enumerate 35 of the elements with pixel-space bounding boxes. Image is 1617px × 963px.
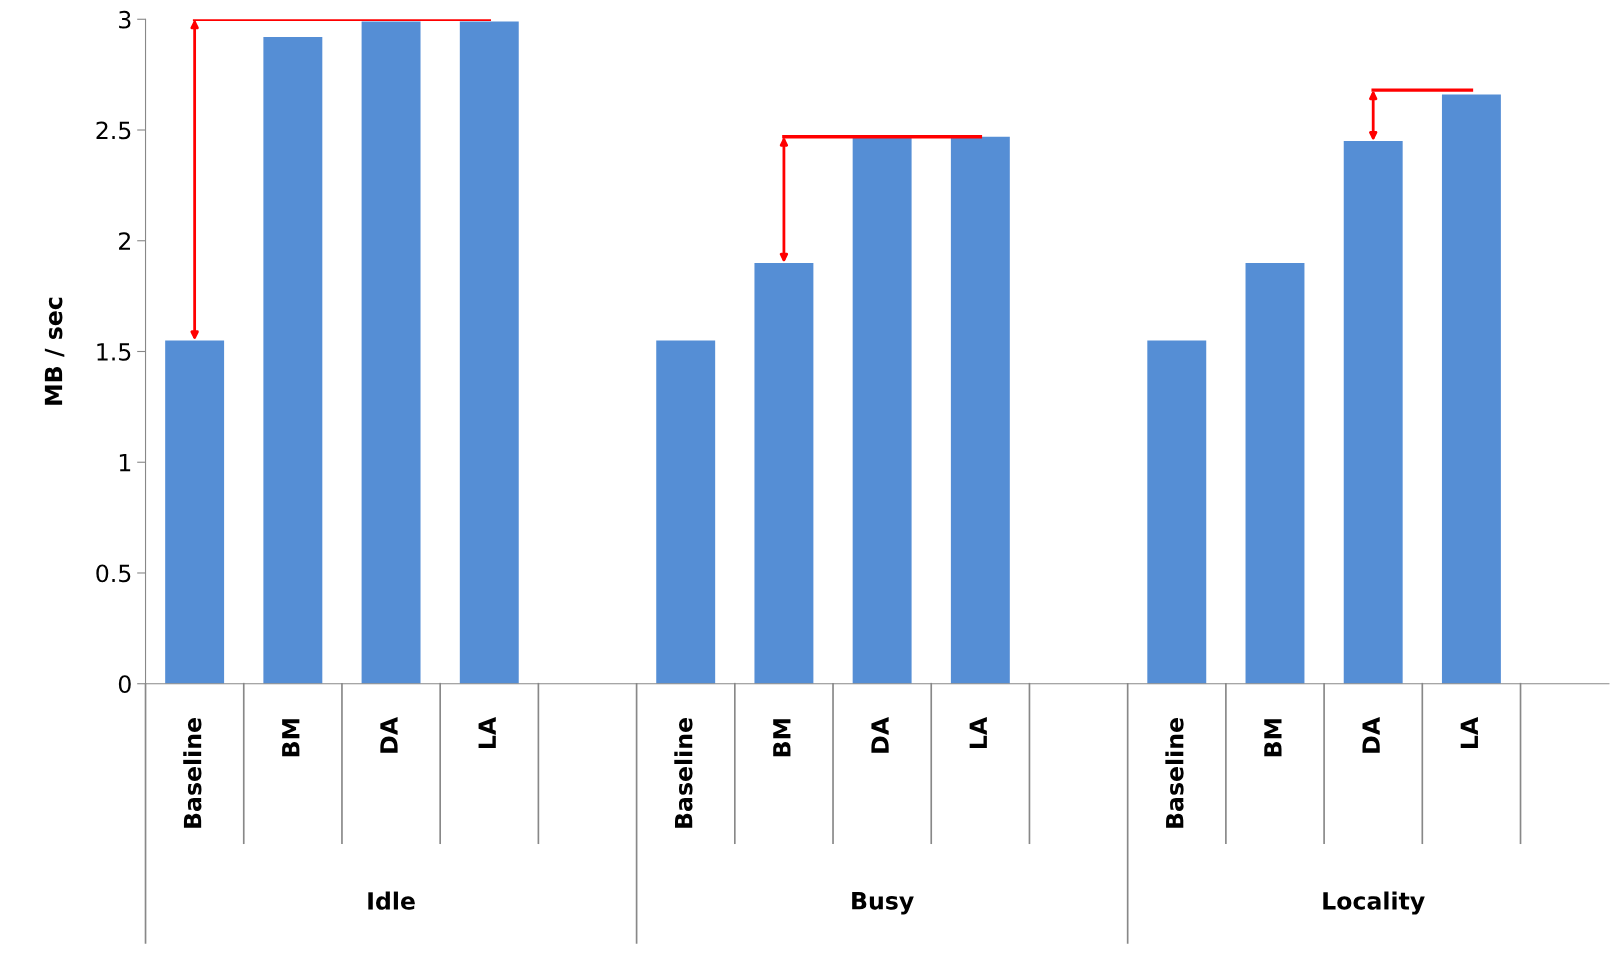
bar <box>950 136 1010 684</box>
bar <box>1343 141 1403 684</box>
y-tick-label: 2 <box>119 232 130 250</box>
bar <box>459 21 519 684</box>
y-tick-label: 2.5 <box>96 121 131 140</box>
bar <box>754 262 814 684</box>
x-tick-label: BM <box>282 719 300 757</box>
y-tick-label: 3 <box>119 10 131 29</box>
y-tick-label: 0.5 <box>96 564 131 583</box>
x-tick-label: Baseline <box>1165 718 1184 828</box>
bar <box>852 136 912 684</box>
x-tick-label: Baseline <box>674 718 693 828</box>
bar <box>263 36 323 684</box>
bar <box>1147 340 1207 684</box>
text: Locality <box>1323 891 1425 915</box>
y-tick-label: 0 <box>118 675 131 694</box>
bar <box>1441 94 1501 684</box>
text: Idle <box>368 891 415 910</box>
bar <box>656 340 716 684</box>
x-tick-label: LA <box>478 717 496 749</box>
y-tick-label: 1 <box>119 454 131 472</box>
x-tick-label: DA <box>871 717 889 753</box>
x-tick-label: DA <box>380 717 398 753</box>
y-axis-title: MB / sec <box>44 297 65 405</box>
x-tick-label: LA <box>1460 717 1478 749</box>
x-tick-label: Baseline <box>183 718 202 828</box>
x-tick-label: BM <box>773 719 791 757</box>
bar <box>165 340 225 684</box>
bar <box>1245 262 1305 684</box>
bar <box>361 21 421 684</box>
x-tick-label: LA <box>969 717 987 749</box>
text: Busy <box>852 892 914 915</box>
y-tick-label: 1.5 <box>97 343 131 361</box>
x-tick-label: DA <box>1362 717 1380 753</box>
x-tick-label: BM <box>1264 719 1282 757</box>
